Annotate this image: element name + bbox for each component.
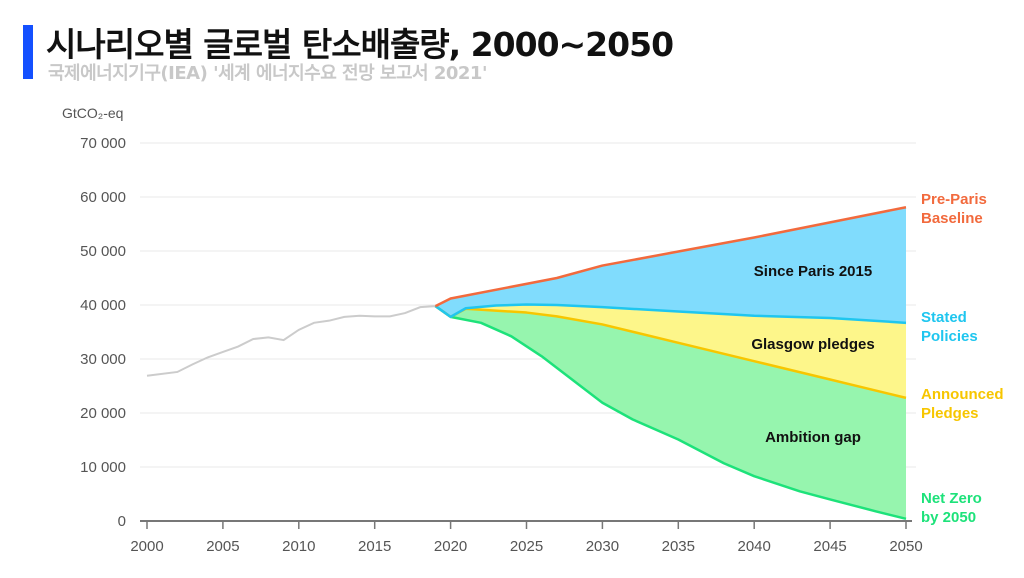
title-accent-bar xyxy=(23,25,33,79)
x-tick-label: 2020 xyxy=(434,538,467,555)
x-tick-label: 2010 xyxy=(282,538,315,555)
glasgow-pledges-band xyxy=(435,304,906,398)
x-tick-label: 2050 xyxy=(889,538,922,555)
pre-paris-baseline-line xyxy=(434,206,907,308)
y-tick-label: 10 000 xyxy=(80,459,126,476)
band-label: Ambition gap xyxy=(765,429,861,446)
y-tick-label: 40 000 xyxy=(80,297,126,314)
y-axis-unit-label: GtCO₂-eq xyxy=(62,105,123,121)
x-tick-label: 2040 xyxy=(738,538,771,555)
chart-title: 시나리오별 글로벌 탄소배출량, 2000~2050 xyxy=(46,25,674,64)
series-label: Pre-Paris xyxy=(921,191,987,208)
y-tick-label: 60 000 xyxy=(80,189,126,206)
y-tick-label: 20 000 xyxy=(80,405,126,422)
y-tick-label: 50 000 xyxy=(80,243,126,260)
stated-policies-line xyxy=(434,303,907,325)
series-label: Baseline xyxy=(921,210,983,227)
net-zero-by-2050-line xyxy=(434,305,907,521)
y-tick-label: 70 000 xyxy=(80,135,126,152)
y-tick-label: 0 xyxy=(118,513,126,530)
x-tick-label: 2025 xyxy=(510,538,543,555)
series-label: Net Zero xyxy=(921,490,982,507)
x-tick-label: 2045 xyxy=(813,538,846,555)
chart-subtitle: 국제에너지기구(IEA) '세계 에너지수요 전망 보고서 2021' xyxy=(48,63,487,84)
band-label: Since Paris 2015 xyxy=(754,263,872,280)
x-tick-label: 2030 xyxy=(586,538,619,555)
x-tick-label: 2000 xyxy=(130,538,163,555)
series-label: by 2050 xyxy=(921,509,976,526)
since-paris-band xyxy=(435,207,906,323)
x-tick-label: 2035 xyxy=(662,538,695,555)
x-tick-label: 2015 xyxy=(358,538,391,555)
series-label: Announced xyxy=(921,386,1004,403)
band-label: Glasgow pledges xyxy=(751,336,874,353)
series-label: Pledges xyxy=(921,405,979,422)
historical-emissions-line xyxy=(146,305,436,377)
series-label: Stated xyxy=(921,309,967,326)
series-label: Policies xyxy=(921,328,978,345)
y-tick-label: 30 000 xyxy=(80,351,126,368)
ambition-gap-band xyxy=(435,306,906,519)
x-tick-label: 2005 xyxy=(206,538,239,555)
